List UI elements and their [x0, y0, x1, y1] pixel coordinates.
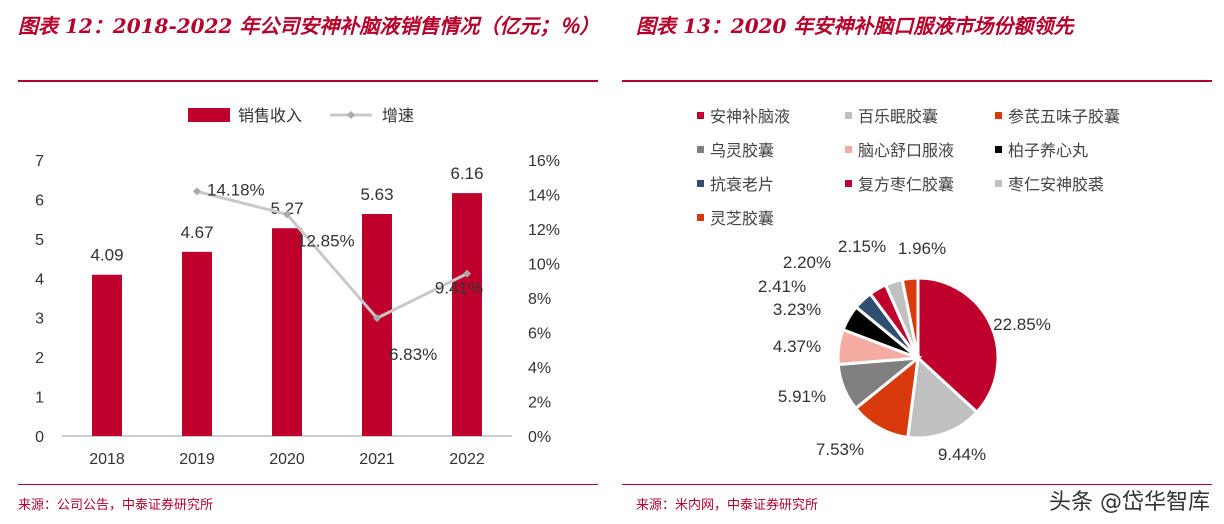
y-tick-label: 1 — [35, 390, 44, 407]
y-tick-label: 6 — [35, 192, 44, 209]
legend-swatch — [845, 112, 852, 119]
y-tick-label: 7 — [35, 153, 44, 170]
legend-label: 柏子养心丸 — [1008, 142, 1088, 160]
pie-data-label: 7.53% — [816, 440, 864, 459]
legend-swatch — [697, 146, 704, 153]
legend-label: 枣仁安神胶裘 — [1008, 176, 1104, 194]
y2-tick-label: 14% — [528, 188, 560, 205]
growth-data-label: 14.18% — [207, 180, 265, 199]
pie-data-label: 3.23% — [773, 300, 821, 319]
bar — [92, 274, 122, 436]
legend-line-marker — [347, 111, 355, 119]
legend-label: 复方枣仁胶囊 — [858, 176, 954, 194]
pie-data-label: 2.15% — [838, 237, 886, 256]
y-tick-label: 3 — [35, 311, 44, 328]
pie-slice — [900, 276, 920, 359]
pie-slice — [906, 354, 980, 440]
growth-marker — [193, 187, 201, 196]
legend-bar-swatch — [188, 108, 230, 122]
legend-swatch — [697, 214, 704, 221]
left-title-rule — [18, 80, 598, 82]
bar-data-label: 4.67 — [180, 223, 213, 242]
right-title: 图表 13：2020 年安神补脑口服液市场份额领先 — [636, 14, 1074, 38]
legend-label: 抗衰老片 — [710, 176, 774, 194]
legend-label: 安神补脑液 — [710, 108, 790, 126]
pie-data-label: 2.20% — [783, 253, 831, 272]
y2-tick-label: 12% — [528, 222, 560, 239]
bar-line-chart: 0 1 2 3 4 5 6 7 0% 2% 4% 6% 8% 10% 12% 14% 16% 2018 2019 20… — [35, 107, 560, 468]
y2-tick-label: 6% — [528, 326, 551, 343]
legend-swatch — [995, 146, 1002, 153]
bar — [362, 214, 392, 436]
y-tick-label: 0 — [35, 429, 44, 446]
legend-label: 灵芝胶囊 — [710, 210, 774, 228]
legend-swatch — [845, 180, 852, 187]
x-tick-label: 2021 — [359, 451, 395, 468]
legend-swatch — [697, 180, 704, 187]
bar — [182, 251, 212, 436]
legend-label: 百乐眠胶囊 — [858, 108, 938, 126]
legend-bar-label: 销售收入 — [238, 107, 302, 125]
pie-data-label: 22.85% — [993, 315, 1051, 334]
y-tick-label: 5 — [35, 232, 44, 249]
growth-data-label: 12.85% — [297, 231, 355, 250]
right-source-rule — [622, 484, 1212, 485]
left-source: 来源：公司公告，中泰证券研究所 — [18, 498, 214, 513]
y-tick-label: 4 — [35, 271, 44, 288]
pie-data-label: 4.37% — [773, 337, 821, 356]
pie-data-label: 5.91% — [778, 387, 826, 406]
bar-data-label: 4.09 — [90, 246, 123, 265]
watermark: 头条 @岱华智库 — [1049, 490, 1210, 515]
growth-marker — [283, 210, 291, 219]
growth-data-label: 9.41% — [435, 279, 483, 298]
pie-data-label: 9.44% — [938, 445, 986, 464]
y2-tick-label: 16% — [528, 153, 560, 170]
left-source-rule — [18, 484, 598, 485]
bar-data-label: 6.16 — [450, 164, 483, 183]
x-tick-label: 2018 — [89, 451, 125, 468]
pie-data-label: 1.96% — [898, 239, 946, 258]
right-source: 来源：米内网，中泰证券研究所 — [636, 498, 819, 513]
legend-swatch — [697, 112, 704, 119]
legend-label: 脑心舒口服液 — [858, 142, 954, 160]
legend-swatch — [995, 112, 1002, 119]
legend-label: 参芪五味子胶囊 — [1008, 108, 1120, 126]
growth-data-label: 6.83% — [389, 345, 437, 364]
y2-tick-label: 0% — [528, 429, 551, 446]
y2-tick-label: 4% — [528, 360, 551, 377]
bar — [272, 228, 302, 436]
pie-data-label: 2.41% — [758, 277, 806, 296]
growth-marker — [373, 314, 381, 323]
y2-tick-label: 8% — [528, 291, 551, 308]
y2-tick-label: 2% — [528, 395, 551, 412]
x-tick-label: 2022 — [449, 451, 485, 468]
pie-slice — [916, 276, 1000, 415]
bar-data-label: 5.63 — [360, 185, 393, 204]
y-tick-label: 2 — [35, 350, 44, 367]
legend-swatch — [845, 146, 852, 153]
legend-swatch — [995, 180, 1002, 187]
x-tick-label: 2020 — [269, 451, 305, 468]
left-title: 图表 12：2018-2022 年公司安神补脑液销售情况（亿元；％） — [18, 14, 600, 38]
right-title-rule — [622, 80, 1212, 82]
growth-marker — [463, 269, 471, 278]
legend-label: 乌灵胶囊 — [710, 142, 774, 160]
legend-line-label: 增速 — [382, 107, 414, 125]
x-tick-label: 2019 — [179, 451, 215, 468]
growth-line — [196, 189, 468, 321]
bar — [452, 193, 482, 436]
y2-tick-label: 10% — [528, 257, 560, 274]
